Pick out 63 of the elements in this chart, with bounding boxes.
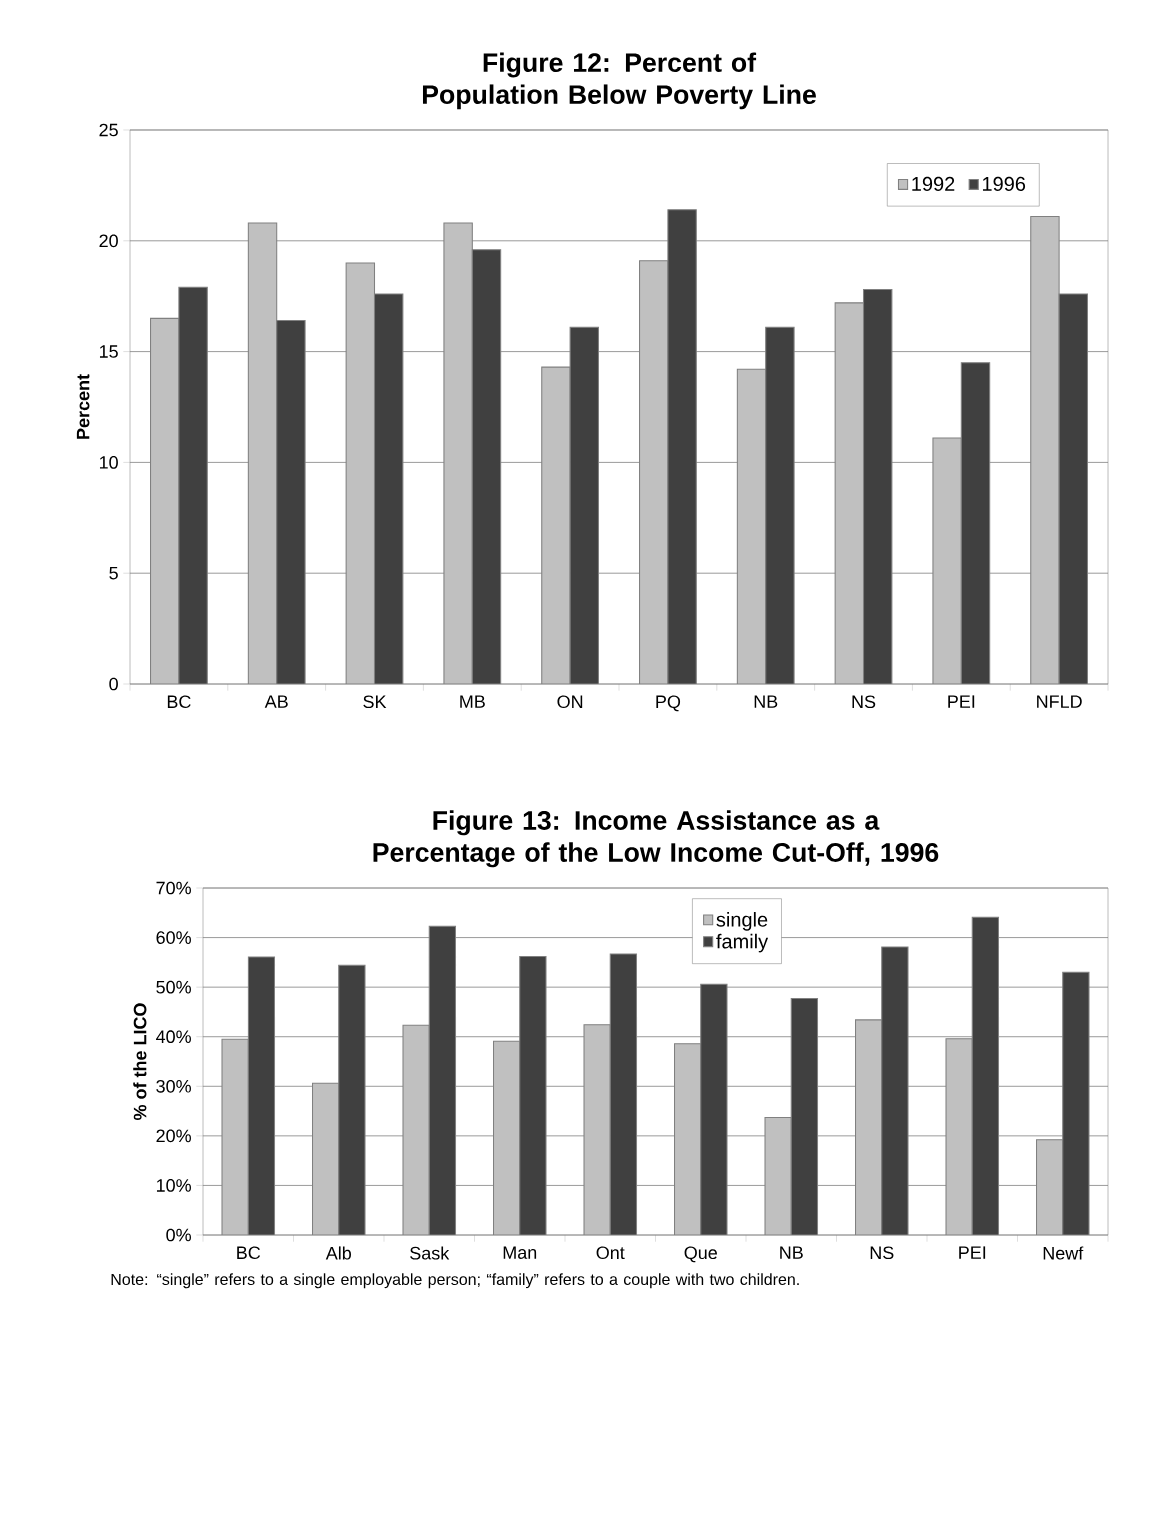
y-tick-label: 0% <box>166 1228 191 1242</box>
text: Note: “single” refers to a single employable person; “family” refers to a couple with two children. <box>111 1273 799 1289</box>
x-tick-label: Newf <box>1043 1246 1084 1260</box>
chart-title: Figure 13: Income Assistance as a Percentage of the Low Income Cut-Off, 1996 <box>373 810 939 868</box>
bar <box>311 1082 340 1236</box>
bar <box>428 925 457 1236</box>
x-tick-label: Sask <box>410 1246 450 1260</box>
x-tick-label: Ont <box>596 1246 625 1260</box>
y-tick-label: 60% <box>156 931 191 944</box>
bar <box>881 946 909 1236</box>
bar <box>945 1038 973 1236</box>
bar <box>583 1024 611 1236</box>
x-tick-label: BC <box>237 1246 261 1260</box>
bar <box>1035 1139 1064 1236</box>
x-tick-label: NB <box>754 695 778 708</box>
y-axis-title: % of the LICO <box>133 1003 147 1121</box>
x-tick-label: PEI <box>948 695 975 708</box>
x-tick-label: NB <box>780 1246 803 1259</box>
y-tick-label: 10 <box>99 456 118 469</box>
x-tick-label: ON <box>557 695 583 709</box>
y-tick-label: 30% <box>156 1079 191 1093</box>
x-tick-label: NS <box>852 695 876 709</box>
x-tick-label: Que <box>684 1246 717 1263</box>
chart-title: Figure 12: Percent of Population Below Poverty Line <box>422 52 816 110</box>
bar <box>790 998 819 1236</box>
bar <box>1062 971 1090 1236</box>
y-tick-label: 0 <box>109 677 118 691</box>
bar <box>673 1043 702 1236</box>
bar <box>519 955 547 1236</box>
y-tick-label: 40% <box>156 1030 191 1044</box>
x-tick-label: MB <box>460 695 485 708</box>
y-tick-label: 5 <box>109 566 118 580</box>
legend-label: family <box>716 933 769 953</box>
bar <box>221 1038 249 1236</box>
x-tick-label: Man <box>503 1246 537 1259</box>
legend-label: single <box>716 912 768 931</box>
x-tick-label: NS <box>870 1246 894 1260</box>
y-axis-title: Percent <box>76 374 90 439</box>
legend-label: 1992 <box>912 176 955 191</box>
x-tick-label: NFLD <box>1037 695 1082 708</box>
bar <box>700 983 728 1236</box>
x-tick-label: Alb <box>325 1246 352 1260</box>
bar <box>854 1019 883 1236</box>
x-tick-label: PQ <box>656 695 681 712</box>
y-tick-label: 20% <box>156 1129 191 1143</box>
bar <box>402 1024 430 1236</box>
y-tick-label: 20 <box>99 234 118 248</box>
y-tick-label: 70% <box>156 881 191 895</box>
bar <box>971 916 1000 1236</box>
y-tick-label: 25 <box>99 123 118 137</box>
bar <box>609 953 638 1236</box>
x-tick-label: PEI <box>959 1246 986 1259</box>
bar <box>492 1040 521 1236</box>
x-tick-label: BC <box>167 695 191 709</box>
x-tick-label: SK <box>363 695 387 709</box>
bar <box>764 1116 792 1236</box>
y-tick-label: 50% <box>156 980 191 994</box>
x-tick-label: AB <box>264 695 288 708</box>
y-tick-label: 15 <box>99 345 118 358</box>
bar <box>247 956 276 1236</box>
y-tick-label: 10% <box>156 1179 191 1192</box>
legend-label: 1996 <box>982 176 1026 191</box>
bar <box>338 964 366 1236</box>
